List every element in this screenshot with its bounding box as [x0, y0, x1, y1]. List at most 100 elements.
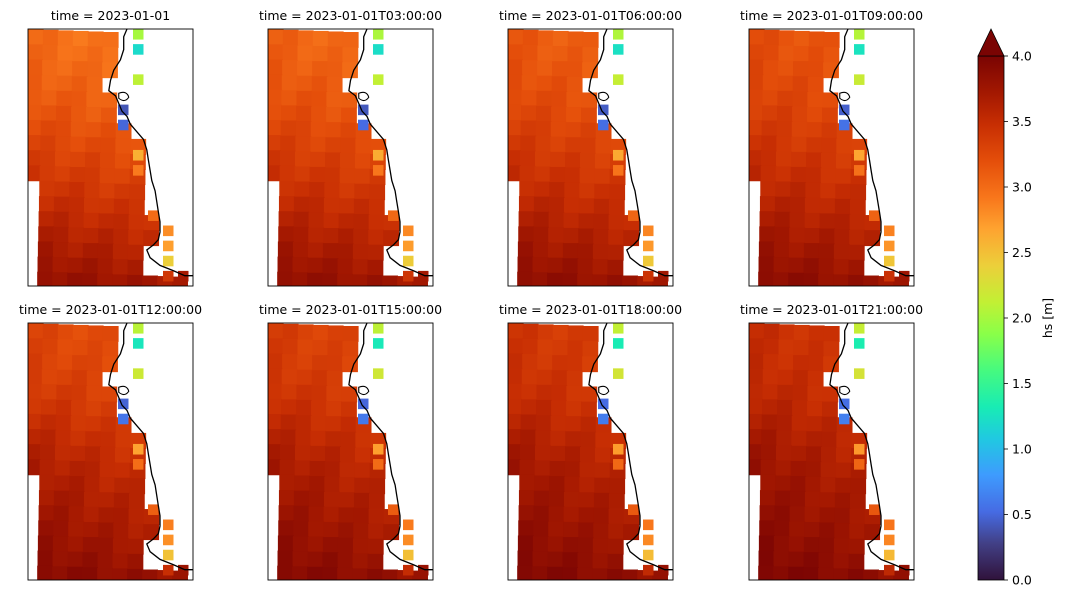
- hs-cell: [38, 226, 55, 243]
- hs-cell: [822, 92, 839, 109]
- hs-cell: [607, 538, 624, 555]
- hs-cell: [775, 181, 792, 198]
- hs-cell: [803, 567, 819, 580]
- hs-cell: [98, 522, 115, 539]
- hs-cell: [114, 183, 131, 200]
- hs-cell: [101, 401, 117, 418]
- hs-cell: [608, 523, 625, 540]
- hs-cell: [759, 520, 776, 537]
- hs-cell: [761, 135, 778, 152]
- coastline: [348, 323, 433, 571]
- hs-cell: [609, 478, 626, 495]
- hs-cell: [552, 46, 569, 62]
- hs-cell: [341, 92, 358, 109]
- hs-cell: [53, 505, 70, 522]
- hs-cell: [803, 273, 819, 286]
- hs-cell: [292, 272, 308, 286]
- panel-title: time = 2023-01-01T06:00:00: [499, 8, 682, 23]
- hs-cell: [296, 399, 312, 416]
- hs-cell: [369, 184, 386, 201]
- hs-cell: [99, 462, 116, 478]
- map-panel: time = 2023-01-01T03:00:00: [259, 8, 442, 287]
- hs-cell: [340, 122, 357, 139]
- hs-cell: [777, 384, 794, 401]
- hs-cell: [57, 339, 74, 356]
- hs-cell: [354, 477, 371, 494]
- hs-cell: [367, 274, 383, 286]
- hs-cell: [98, 213, 115, 230]
- hs-cell: [578, 507, 595, 524]
- hs-cell: [778, 339, 795, 356]
- hs-cell: [82, 243, 99, 260]
- hs-cell: [792, 370, 809, 387]
- hs-cell: [268, 29, 284, 46]
- hs-field: [508, 323, 669, 580]
- hs-cell: [72, 324, 89, 341]
- hs-cell: [72, 355, 88, 372]
- coastline: [829, 323, 914, 571]
- hs-cell: [312, 340, 329, 356]
- hs-cell: [324, 182, 341, 199]
- hs-cell: [382, 569, 398, 580]
- hs-coastal-cell: [133, 29, 144, 40]
- hs-cell: [99, 183, 116, 200]
- hs-cell: [311, 106, 327, 123]
- hs-cell: [749, 398, 763, 415]
- hs-cell: [292, 536, 309, 552]
- hs-cell: [113, 492, 130, 509]
- hs-cell: [37, 241, 54, 258]
- hs-cell: [774, 490, 791, 507]
- hs-cell: [268, 459, 281, 476]
- hs-cell: [352, 244, 369, 261]
- hs-cell: [297, 339, 314, 356]
- hs-cell: [578, 522, 595, 539]
- hs-cell: [551, 76, 568, 93]
- coastline: [829, 29, 914, 277]
- hs-cell: [508, 413, 522, 430]
- hs-cell: [268, 383, 283, 400]
- hs-cell: [565, 122, 582, 139]
- hs-cell: [562, 273, 578, 286]
- hs-cell: [547, 242, 564, 259]
- hs-cell: [808, 340, 825, 357]
- hs-cell: [55, 136, 72, 153]
- hs-cell: [508, 59, 523, 76]
- hs-cell: [564, 476, 581, 493]
- hs-cell: [114, 168, 131, 185]
- hs-cell: [309, 460, 326, 477]
- hs-cell: [818, 537, 835, 554]
- hs-cell: [760, 459, 777, 476]
- hs-cell: [790, 182, 807, 199]
- hs-coastal-cell: [118, 413, 129, 425]
- hs-coastal-cell: [854, 443, 865, 455]
- hs-cell: [82, 567, 98, 580]
- hs-cell: [102, 62, 118, 79]
- hs-cell: [97, 258, 114, 275]
- panel-frame: [748, 28, 915, 287]
- hs-cell: [592, 538, 609, 555]
- hs-cell: [268, 150, 281, 167]
- hs-coastal-cell: [163, 240, 174, 252]
- hs-cell: [296, 105, 312, 122]
- hs-cell: [788, 242, 805, 259]
- panel-frame: [507, 322, 674, 581]
- hs-cell: [508, 383, 523, 400]
- colorbar-label: hs [m]: [1040, 298, 1055, 338]
- hs-cell: [580, 431, 597, 448]
- hs-cell: [836, 432, 853, 449]
- hs-cell: [548, 212, 565, 229]
- hs-cell: [268, 104, 282, 121]
- hs-cell: [353, 198, 370, 215]
- hs-cell: [608, 214, 625, 231]
- hs-cell: [278, 490, 295, 507]
- hs-cell: [550, 121, 567, 138]
- hs-field: [268, 323, 429, 580]
- hs-cell: [282, 29, 299, 46]
- panel-title: time = 2023-01-01T21:00:00: [740, 302, 923, 317]
- hs-cell: [82, 273, 98, 286]
- hs-coastal-cell: [163, 225, 174, 237]
- hs-cell: [547, 536, 564, 553]
- hs-cell: [28, 323, 44, 340]
- hs-cell: [308, 197, 325, 214]
- hs-cell: [342, 341, 359, 358]
